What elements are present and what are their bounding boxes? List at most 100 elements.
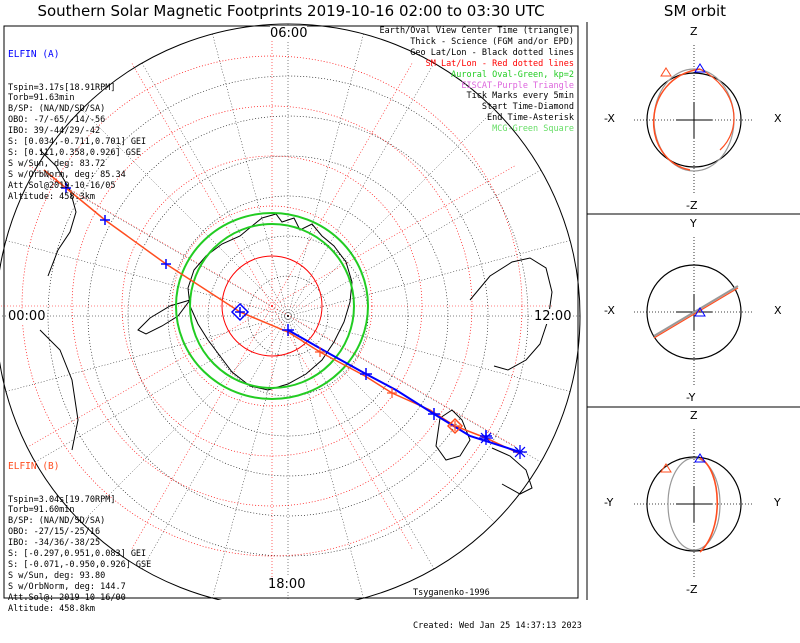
- sat_b-line: B/SP: (NA/ND/SD/SA): [8, 516, 106, 527]
- lt-label-left: 00:00: [8, 309, 46, 324]
- sm-lon-line: [271, 305, 413, 549]
- orbit-axis-label-right: X: [774, 304, 782, 317]
- footprint-map: [0, 22, 800, 600]
- orbit-axis-label-bottom: -Y: [686, 391, 696, 404]
- sat_a-line: Torb=91.63min: [8, 93, 75, 104]
- legend-entry: EISCAT-Purple Triangle: [461, 80, 574, 91]
- tasmania-outline: [435, 409, 471, 461]
- orbit-axis-label-left: -X: [604, 304, 615, 317]
- page-title: Southern Solar Magnetic Footprints 2019-…: [37, 2, 545, 20]
- geo-lon-line: [5, 315, 289, 392]
- antarctica-outline: [187, 213, 353, 391]
- geo-grid: [0, 23, 581, 600]
- sat-b-lines: Tspin=3.04s[19.70RPM] Torb=91.60min B/SP: …: [8, 495, 151, 615]
- end-asterisk: [514, 446, 526, 458]
- sat_a-line: S w/Sun, deg: 83.72: [8, 158, 106, 169]
- sm-lon-line: [29, 305, 273, 447]
- sat_a-line: B/SP: (NA/ND/SD/SA): [8, 104, 106, 115]
- sat-a-name: ELFIN (A): [8, 48, 60, 60]
- orbit-a-p2: [653, 285, 739, 337]
- orbit-b-p1: [653, 68, 701, 171]
- credits-author: Tsyganenko-1996: [413, 588, 490, 598]
- legend-entry: Start Time-Diamond: [481, 102, 574, 113]
- orbit-axis-label-left: -Y: [604, 496, 614, 509]
- orbit-marker: [694, 63, 706, 73]
- orbit-axis-label-left: -X: [604, 112, 615, 125]
- sat_a-line: Att.Sol@2019-10-16/05: [8, 180, 116, 191]
- geo-lon-line: [81, 315, 289, 523]
- orbit-b-p3: [699, 457, 718, 553]
- sat_a-line: OBO: -7/-65/-14/-56: [8, 115, 106, 126]
- sat_a-line: S: [0.034,-0.711,0.701] GEI: [8, 137, 147, 148]
- sat_b-line: OBO: -27/15/-25/16: [8, 527, 101, 538]
- peninsula-outline: [137, 299, 192, 335]
- geo-lon-line: [81, 109, 289, 317]
- geo-lon-line: [141, 62, 289, 317]
- orbit-axis-label-top: Z: [690, 25, 698, 38]
- sat-a-info: ELFIN (A) Tspin=3.17s[18.91RPM] Torb=91.6…: [8, 28, 146, 213]
- sat_b-line: Att.Sol@: 2019-10-16/00: [8, 592, 126, 603]
- geo-lon-line: [287, 33, 364, 317]
- sat_a-line: IBO: 39/-44/29/-42: [8, 126, 101, 137]
- sat_a-line: Altitude: 458.3km: [8, 191, 95, 202]
- geo-lon-line: [287, 62, 435, 317]
- sm-grid: [0, 26, 552, 586]
- auroral-oval-inner: [189, 223, 355, 389]
- orbit-axis-label-bottom: -Z: [686, 199, 698, 212]
- satellite-tracks: [43, 169, 527, 459]
- sat-b-name: ELFIN (B): [8, 460, 60, 472]
- sat_b-line: Tspin=3.04s[19.70RPM]: [8, 494, 116, 505]
- legend-entry: Geo Lat/Lon - Black dotted lines: [410, 47, 574, 58]
- orbit-title: SM orbit: [663, 2, 727, 20]
- australia-outline: [469, 257, 553, 371]
- geo-lon-line: [287, 240, 571, 317]
- orbit-marker: [694, 307, 706, 317]
- geo-lon-line: [34, 169, 289, 317]
- start-diamond-a: [230, 302, 250, 322]
- orbit-axis-label-top: Z: [690, 409, 698, 422]
- geo-lat-circle: [87, 115, 489, 517]
- geo-lon-line: [212, 33, 289, 317]
- geo-lon-line: [287, 315, 364, 599]
- legend: Earth/Oval View Center Time (triangle) Th…: [380, 26, 574, 135]
- sat-b-info: ELFIN (B) Tspin=3.04s[19.70RPM] Torb=91.6…: [8, 440, 151, 625]
- sat_b-line: S: [-0.297,0.951,0.083] GEI: [8, 549, 147, 560]
- south-america-west-outline: [39, 329, 79, 451]
- orbit-marker: [660, 67, 672, 77]
- orbit-axis-label-right: X: [774, 112, 782, 125]
- legend-entry: Thick - Science (FGM and/or EPD): [410, 36, 574, 47]
- sat_b-line: S: [-0.071,-0.950,0.926] GSE: [8, 559, 152, 570]
- sat_b-line: Torb=91.60min: [8, 505, 75, 516]
- geo-lon-line: [287, 315, 435, 570]
- orbit-a-p3: [667, 457, 721, 551]
- orbit-b-p1b: [699, 68, 735, 151]
- sm-lat-circle: [71, 105, 473, 507]
- credits: Tsyganenko-1996 Created: Wed Jan 25 14:3…: [413, 566, 582, 643]
- orbit-marker: [694, 453, 706, 463]
- new-zealand-outline: [491, 447, 533, 495]
- end-asterisk: [480, 432, 492, 444]
- sm-lon-line: [131, 305, 273, 549]
- auroral-oval-outer: [175, 212, 369, 400]
- geo-lon-line: [287, 315, 542, 463]
- start-diamond-b: [446, 417, 464, 435]
- geo-lon-line: [212, 315, 289, 599]
- geo-lon-line: [141, 315, 289, 570]
- sat_a-line: Tspin=3.17s[18.91RPM]: [8, 82, 116, 93]
- legend-entry: Auroral Oval-Green, kp=2: [451, 69, 574, 80]
- sat_b-line: IBO: -34/36/-38/25: [8, 538, 101, 549]
- lt-label-right: 12:00: [534, 309, 572, 324]
- orbit-axis-label-right: Y: [774, 496, 781, 509]
- sm-lon-line: [271, 305, 515, 447]
- lt-label-top: 06:00: [270, 26, 308, 41]
- sm-lon-line: [131, 63, 273, 307]
- credits-created: Created: Wed Jan 25 14:37:13 2023: [413, 621, 582, 631]
- geo-lon-line: [287, 169, 542, 317]
- lt-label-bottom: 18:00: [268, 577, 306, 592]
- sat-a-lines: Tspin=3.17s[18.91RPM] Torb=91.63min B/SP: …: [8, 83, 146, 203]
- geo-lon-line: [287, 315, 571, 392]
- legend-entry: MCG-Green Square: [492, 124, 574, 135]
- sm-lat-circle-inner: [221, 255, 323, 357]
- sm-orbit-panels: [634, 45, 754, 579]
- sat_a-line: S w/OrbNorm, deg: 85.34: [8, 169, 126, 180]
